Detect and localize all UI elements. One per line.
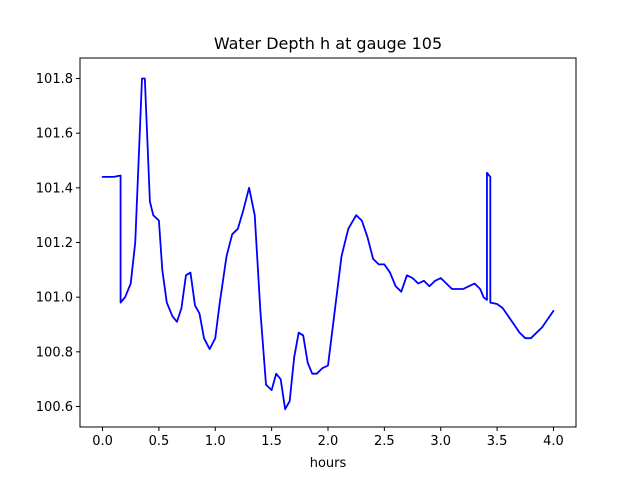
x-tick-label: 2.0 [318, 434, 339, 449]
x-tick-label: 0.5 [149, 434, 170, 449]
x-axis-label: hours [310, 456, 347, 471]
x-tick-label: 1.5 [261, 434, 282, 449]
y-tick-label: 100.8 [36, 345, 73, 360]
y-tick-label: 101.4 [36, 181, 73, 196]
y-tick-label: 101.2 [36, 236, 73, 251]
x-tick-label: 3.5 [487, 434, 508, 449]
x-axis: 0.0 0.5 1.0 1.5 2.0 2.5 3.0 3.5 4.0 [92, 427, 564, 449]
y-tick-label: 101.8 [36, 72, 73, 87]
x-tick-label: 2.5 [374, 434, 395, 449]
y-tick-label: 100.6 [36, 400, 73, 415]
series-line-0 [101, 77, 555, 411]
x-tick-label: 1.0 [205, 434, 226, 449]
x-tick-label: 0.0 [92, 434, 113, 449]
y-tick-label: 101.0 [36, 291, 73, 306]
x-tick-label: 4.0 [543, 434, 564, 449]
y-axis: 100.6 100.8 101.0 101.2 101.4 101.6 101.8 [36, 72, 80, 415]
x-tick-label: 3.0 [430, 434, 451, 449]
plot-area [101, 77, 555, 411]
y-tick-label: 101.6 [36, 127, 73, 142]
chart-title: Water Depth h at gauge 105 [214, 34, 442, 53]
